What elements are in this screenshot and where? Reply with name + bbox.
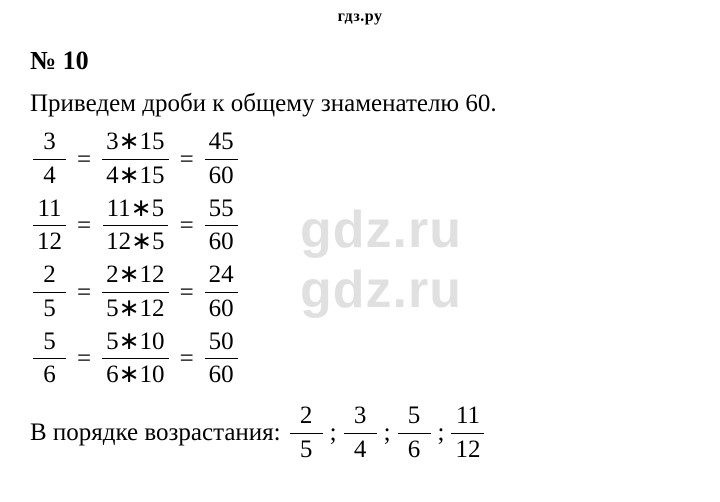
denominator: 5 [33,293,66,324]
denominator: 5∗12 [102,293,168,324]
problem-number: № 10 [30,46,690,76]
fraction: 3 4 [33,128,66,191]
denominator: 12 [33,226,66,257]
fraction: 3 4 [344,402,377,465]
numerator: 45 [205,128,238,160]
fraction: 11 12 [33,195,66,258]
equals-sign: = [77,346,91,371]
denominator: 4 [344,434,377,465]
numerator: 50 [205,328,238,360]
fraction: 3∗15 4∗15 [102,128,168,191]
site-header: гдз.ру [0,0,720,26]
fraction: 11∗5 12∗5 [102,195,168,258]
equals-sign: = [180,213,194,238]
numerator: 11 [33,195,66,227]
equation-row: 3 4 = 3∗15 4∗15 = 45 60 [30,128,690,191]
solution-body: № 10 Приведем дроби к общему знаменателю… [0,26,720,465]
denominator: 6 [398,434,431,465]
numerator: 5 [398,402,431,434]
numerator: 3∗15 [102,128,168,160]
equals-sign: = [180,280,194,305]
denominator: 60 [205,293,238,324]
numerator: 11 [451,402,484,434]
numerator: 3 [33,128,66,160]
denominator: 60 [205,226,238,257]
numerator: 11∗5 [103,195,169,227]
fraction: 5 6 [398,402,431,465]
equals-sign: = [77,280,91,305]
numerator: 2 [290,402,323,434]
fraction: 50 60 [205,328,238,391]
denominator: 6∗10 [102,359,168,390]
fraction: 2∗12 5∗12 [102,261,168,324]
separator: ; [438,419,445,447]
fraction: 45 60 [205,128,238,191]
denominator: 60 [205,160,238,191]
numerator: 5 [33,328,66,360]
fraction: 5∗10 6∗10 [102,328,168,391]
answer-label: В порядке возрастания: [30,419,281,447]
numerator: 2 [33,261,66,293]
numerator: 3 [344,402,377,434]
denominator: 5 [290,434,323,465]
fraction: 55 60 [205,195,238,258]
denominator: 4 [33,160,66,191]
denominator: 12∗5 [102,226,168,257]
fraction: 2 5 [290,402,323,465]
equation-row: 5 6 = 5∗10 6∗10 = 50 60 [30,328,690,391]
fraction: 11 12 [451,402,484,465]
equation-row: 2 5 = 2∗12 5∗12 = 24 60 [30,261,690,324]
separator: ; [384,419,391,447]
denominator: 60 [205,359,238,390]
equals-sign: = [180,346,194,371]
denominator: 4∗15 [102,160,168,191]
equals-sign: = [77,147,91,172]
fraction: 5 6 [33,328,66,391]
answer-row: В порядке возрастания: 2 5 ; 3 4 ; 5 6 ;… [30,402,690,465]
denominator: 12 [451,434,484,465]
fraction: 24 60 [205,261,238,324]
equals-sign: = [180,147,194,172]
site-name: гдз.ру [338,8,383,25]
numerator: 5∗10 [102,328,168,360]
numerator: 24 [205,261,238,293]
intro-text: Приведем дроби к общему знаменателю 60. [30,90,690,118]
equals-sign: = [77,213,91,238]
numerator: 55 [205,195,238,227]
separator: ; [330,419,337,447]
numerator: 2∗12 [102,261,168,293]
fraction: 2 5 [33,261,66,324]
denominator: 6 [33,359,66,390]
equation-row: 11 12 = 11∗5 12∗5 = 55 60 [30,195,690,258]
